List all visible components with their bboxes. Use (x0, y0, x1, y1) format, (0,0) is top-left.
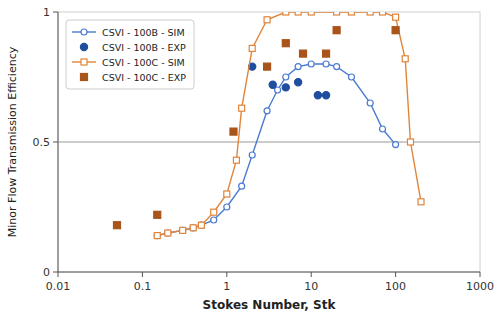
data-point (308, 12, 314, 15)
data-point (264, 17, 270, 23)
data-point (211, 217, 217, 223)
data-point (322, 92, 329, 99)
y-tick-label: 0 (43, 266, 50, 279)
data-point (295, 79, 302, 86)
data-point (333, 27, 340, 34)
data-point (224, 191, 230, 197)
legend-swatch-marker (81, 29, 87, 35)
data-point (239, 183, 245, 189)
legend-label: CSVI - 100C - EXP (102, 72, 186, 83)
x-tick (142, 272, 143, 277)
legend-swatch-marker (80, 43, 87, 50)
legend-label: CSVI - 100B - EXP (102, 42, 186, 53)
x-axis-line (58, 272, 480, 273)
y-tick (53, 272, 58, 273)
plot-marks (58, 12, 480, 239)
legend-label: CSVI - 100C - SIM (102, 57, 185, 68)
data-point (180, 227, 186, 233)
x-tick-label: 10 (304, 280, 318, 293)
data-point (269, 81, 276, 88)
data-point (239, 105, 245, 111)
data-point (407, 139, 413, 145)
legend: CSVI - 100B - SIM CSVI - 100B - EXP CSVI -… (66, 20, 194, 89)
series-line (157, 12, 421, 236)
x-tick (395, 272, 396, 277)
y-axis-label: Minor Flow Transmission Efficiency (6, 46, 19, 237)
plot-area (58, 12, 480, 272)
y-tick (53, 12, 58, 13)
data-point (283, 74, 289, 80)
data-point (314, 92, 321, 99)
x-tick-label: 1 (223, 280, 230, 293)
data-point (418, 199, 424, 205)
data-point (282, 84, 289, 91)
legend-swatch-marker (81, 74, 88, 81)
data-point (180, 227, 186, 233)
legend-box (66, 20, 194, 89)
data-point (198, 222, 204, 228)
x-tick-label: 0.1 (134, 280, 152, 293)
data-point (154, 233, 160, 239)
data-point (165, 230, 171, 236)
data-point (230, 128, 237, 135)
y-tick-label: 0.5 (33, 136, 51, 149)
data-point (249, 152, 255, 158)
data-point (264, 108, 270, 114)
data-point (295, 64, 301, 70)
data-point (165, 230, 171, 236)
data-point (283, 12, 289, 15)
data-point (367, 100, 373, 106)
data-point (113, 222, 120, 229)
data-point (282, 40, 289, 47)
data-point (224, 204, 230, 210)
data-point (154, 211, 161, 218)
x-tick (58, 272, 59, 277)
x-axis-label: Stokes Number, Stk (203, 298, 337, 312)
legend-label: CSVI - 100B - SIM (102, 27, 185, 38)
data-point (295, 12, 301, 15)
x-tick (311, 272, 312, 277)
y-tick (53, 142, 58, 143)
x-tick-label: 0.01 (46, 280, 71, 293)
data-point (380, 126, 386, 132)
data-point (393, 142, 399, 148)
data-point (348, 74, 354, 80)
data-point (300, 50, 307, 57)
data-point (249, 45, 255, 51)
data-point (323, 61, 329, 67)
x-tick (226, 272, 227, 277)
data-point (323, 50, 330, 57)
data-point (402, 56, 408, 62)
x-tick (480, 272, 481, 277)
data-point (392, 27, 399, 34)
legend-swatch-marker (81, 59, 87, 65)
data-point (264, 63, 271, 70)
data-point (334, 12, 340, 15)
series (249, 63, 330, 99)
series (154, 12, 424, 239)
y-tick-label: 1 (43, 6, 50, 19)
x-tick-label: 1000 (466, 280, 494, 293)
data-point (154, 233, 160, 239)
data-point (190, 225, 196, 231)
data-point (348, 12, 354, 15)
series-line (157, 64, 395, 236)
data-point (308, 61, 314, 67)
chart: 0.01 0.1 1 10 100 1000 0 0.5 1 Stokes Number, Stk… (0, 0, 500, 319)
data-point (380, 12, 386, 15)
data-point (367, 12, 373, 15)
data-point (190, 225, 196, 231)
data-point (198, 222, 204, 228)
data-point (211, 209, 217, 215)
reference-line (58, 142, 480, 143)
data-point (334, 64, 340, 70)
x-tick-label: 100 (385, 280, 406, 293)
data-point (393, 14, 399, 20)
data-point (233, 157, 239, 163)
